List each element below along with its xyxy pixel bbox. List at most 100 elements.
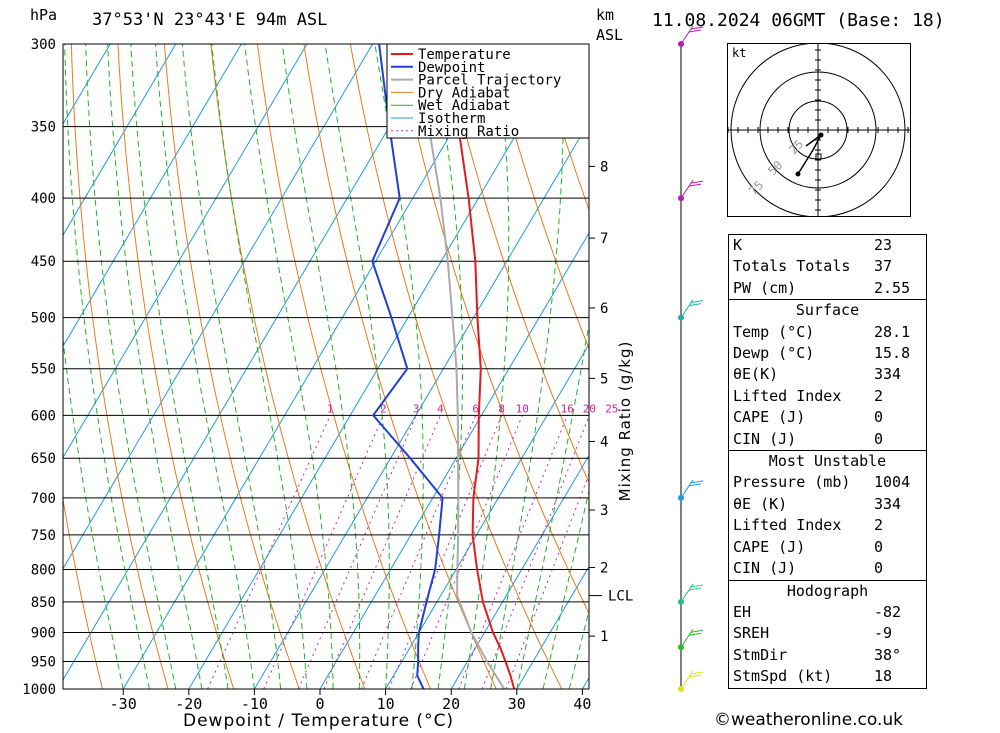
legend-item-label: Mixing Ratio [418, 124, 519, 140]
pressure-tick-label: 850 [31, 595, 56, 611]
index-label: Temp (°C) [733, 322, 815, 341]
indices-row: Lifted Index 2 [729, 386, 927, 407]
x-tick-label: -20 [175, 695, 202, 713]
index-value: 334 [874, 494, 902, 513]
x-tick-label: 40 [573, 695, 591, 713]
indices-row: CAPE (J) 0 [729, 537, 927, 558]
indices-row: SREH -9 [729, 623, 927, 644]
wet-adiabat-line [463, 44, 510, 689]
mixing-ratio-label: 1 [327, 402, 334, 415]
section-title: Most Unstable [728, 450, 927, 473]
mixing-ratio-line [481, 415, 589, 689]
isotherm-line [319, 232, 589, 689]
wet-adiabat-line [281, 44, 361, 689]
dry-adiabat-line [117, 44, 235, 689]
isotherm-line [385, 343, 589, 689]
hpa-label: hPa [30, 6, 58, 24]
legend-item-label: Parcel Trajectory [418, 73, 561, 89]
section-title: Surface [728, 299, 927, 322]
mixing-ratio-line [207, 415, 331, 689]
wind-barb-flag [690, 300, 704, 304]
pressure-tick-label: 550 [31, 362, 56, 378]
indices-row: Pressure (mb) 1004 [729, 472, 927, 493]
index-label: θE (K) [733, 494, 788, 513]
dewpoint-line [371, 44, 444, 689]
index-value: -9 [874, 624, 893, 643]
indices-row: Dewp (°C) 15.8 [729, 343, 927, 364]
index-value: 23 [874, 236, 893, 254]
wind-barb-flag [688, 183, 702, 187]
mixing-ratio-label: 3 [413, 402, 420, 415]
lcl-label: LCL [608, 589, 633, 605]
wet-adiabat-line [154, 44, 255, 689]
pressure-tick-label: 900 [31, 626, 56, 642]
indices-row: Temp (°C) 28.1 [729, 322, 927, 343]
isotherm-line [63, 44, 308, 459]
wet-adiabat-line [64, 44, 150, 689]
isotherm-line [63, 44, 373, 570]
dry-adiabat-line [489, 44, 589, 350]
wet-adiabat-line [63, 335, 124, 689]
index-value: 15.8 [874, 344, 911, 363]
plot-frame [62, 43, 590, 690]
index-label: StmSpd (kt) [733, 667, 833, 686]
pressure-tick-label: 400 [31, 191, 56, 207]
pressure-tick-label: 650 [31, 451, 56, 467]
legend-item-label: Temperature [418, 47, 511, 63]
isotherm-line [188, 44, 570, 689]
indices-row: Totals Totals 37 [729, 256, 927, 277]
indices-row: CIN (J) 0 [729, 429, 927, 451]
indices-row: CAPE (J) 0 [729, 407, 927, 428]
temperature-line [446, 44, 516, 689]
index-label: θE(K) [733, 365, 779, 384]
isotherm-line [63, 44, 177, 237]
x-tick-label: -10 [241, 695, 268, 713]
index-label: Lifted Index [733, 386, 842, 405]
wind-barb-flag [690, 26, 704, 30]
indices-row: EH -82 [729, 602, 927, 623]
wet-adiabat-line [324, 44, 390, 689]
wet-adiabat-line [130, 44, 229, 689]
x-tick-label: 10 [377, 695, 395, 713]
km-tick-label: 6 [600, 301, 608, 317]
km-tick-label: 3 [600, 503, 608, 519]
wind-barb-flag [690, 584, 704, 588]
index-label: Pressure (mb) [733, 473, 851, 492]
isotherm-line [450, 454, 589, 689]
pressure-tick-label: 300 [31, 37, 56, 53]
section-title: Hodograph [728, 579, 927, 602]
wet-adiabat-line [244, 44, 334, 689]
wind-barb-flag [688, 587, 702, 591]
isotherm-line [253, 120, 589, 689]
isotherm-line [122, 44, 505, 689]
wet-adiabat-line [85, 44, 177, 689]
mixing-ratio-label: 8 [498, 402, 505, 415]
dry-adiabat-line [256, 44, 431, 689]
indices-row: Lifted Index 2 [729, 515, 927, 536]
indices-row: θE (K) 334 [729, 494, 927, 515]
mixing-ratio-line [323, 415, 441, 689]
index-label: Dewp (°C) [733, 344, 815, 363]
km-tick-label: 5 [600, 371, 608, 387]
pressure-tick-label: 500 [31, 311, 56, 327]
km-tick-label: 2 [600, 560, 608, 576]
hodo-trace [797, 134, 822, 175]
km-tick-label: 8 [600, 159, 608, 175]
index-value: 2 [874, 516, 884, 535]
indices-section-header: Surface [728, 299, 927, 322]
pressure-tick-label: 750 [31, 528, 56, 544]
index-value: 0 [874, 408, 884, 427]
km-tick-label: 4 [600, 434, 608, 450]
index-value: 0 [874, 559, 884, 578]
index-label: CIN (J) [733, 429, 797, 448]
legend-item-label: Wet Adiabat [418, 98, 511, 114]
wind-barb-flag [690, 629, 704, 633]
index-label: Totals Totals [733, 257, 851, 276]
hodo-storm-vector [805, 134, 822, 147]
indices-row: CIN (J) 0 [729, 558, 927, 580]
wind-barb-flag [690, 671, 704, 675]
index-label: CIN (J) [733, 559, 797, 578]
pressure-tick-label: 350 [31, 120, 56, 136]
location-title: 37°53'N 23°43'E 94m ASL [92, 10, 328, 30]
